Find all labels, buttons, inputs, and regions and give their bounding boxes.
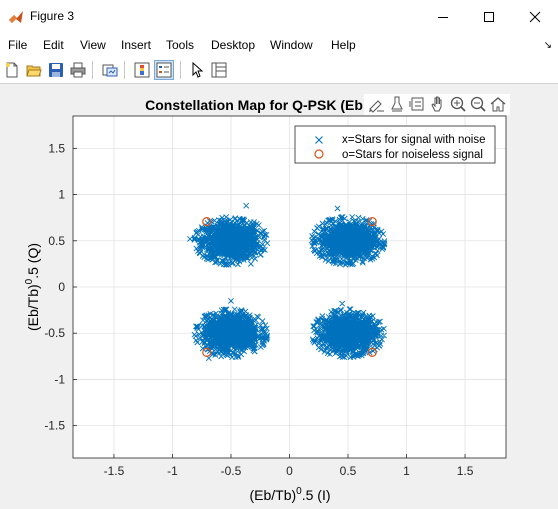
- minimize-button[interactable]: [420, 0, 466, 33]
- menu-insert[interactable]: Insert: [121, 38, 152, 52]
- axes-toolbar: [364, 94, 510, 115]
- legend-entry-noiseless: o=Stars for noiseless signal: [342, 149, 483, 161]
- pointer-button[interactable]: [187, 60, 207, 80]
- property-inspector-button[interactable]: [209, 60, 229, 80]
- noisy-signal-markers: [187, 202, 388, 362]
- legend-marker-noise: [315, 136, 323, 144]
- x-tick-label: -0.5: [221, 464, 242, 478]
- x-tick-label: 1: [403, 464, 410, 478]
- axis-ticks: -1.5 -1 -0.5 0 0.5 1 1.5 -1.5 -1 -0.5 0 0.5 1 1.5: [44, 141, 473, 478]
- maximize-icon: [484, 11, 494, 22]
- chart-title: Constellation Map for Q-PSK (Eb: [145, 97, 363, 113]
- menu-edit[interactable]: Edit: [43, 38, 64, 52]
- grid-lines: [73, 116, 506, 458]
- menu-tools[interactable]: Tools: [166, 38, 195, 52]
- brush-icon[interactable]: [369, 100, 384, 113]
- open-file-button[interactable]: [24, 60, 44, 80]
- maximize-button[interactable]: [466, 0, 512, 33]
- y-tick-label: 0: [58, 280, 65, 294]
- property-inspector-icon: [211, 62, 227, 78]
- new-figure-icon: [6, 62, 18, 78]
- noiseless-point: [202, 347, 212, 357]
- dock-arrow-icon[interactable]: ↘: [543, 40, 552, 51]
- y-tick-label: 1: [58, 188, 65, 202]
- legend-entry-noise: x=Stars for signal with noise: [342, 134, 486, 146]
- pan-icon[interactable]: [431, 96, 442, 112]
- link-plot-icon: [102, 64, 118, 77]
- insert-colorbar-icon: [134, 62, 150, 78]
- matlab-logo-icon: [9, 11, 23, 23]
- close-button[interactable]: [512, 0, 558, 33]
- home-icon[interactable]: [490, 97, 506, 112]
- menu-help[interactable]: Help: [331, 38, 356, 52]
- y-tick-label: -0.5: [44, 326, 65, 340]
- save-icon: [49, 63, 63, 77]
- y-tick-label: 1.5: [48, 141, 65, 155]
- legend-x-mark: [315, 136, 323, 144]
- x-tick-label: 0: [286, 464, 293, 478]
- zoom-out-icon[interactable]: [470, 96, 486, 112]
- figure-canvas: -1.5 -1 -0.5 0 0.5 1 1.5 -1.5 -1 -0.5 0 0.5 1 1.5 Con…: [0, 84, 558, 504]
- noiseless-point: [202, 217, 212, 227]
- open-file-icon: [26, 65, 42, 77]
- insert-legend-icon: [156, 62, 172, 78]
- data-points: [187, 202, 388, 362]
- menu-window[interactable]: Window: [270, 38, 313, 52]
- legend[interactable]: x=Stars for signal with noise o=Stars fo…: [294, 125, 496, 164]
- toolbar-separator: [180, 61, 181, 79]
- toolbar-separator: [124, 61, 125, 79]
- noiseless-point: [367, 347, 377, 357]
- y-tick-label: -1: [54, 372, 65, 386]
- print-button[interactable]: [68, 60, 88, 80]
- y-tick-label: 0.5: [48, 234, 65, 248]
- rotate-icon[interactable]: [409, 97, 424, 111]
- x-tick-label: 0.5: [340, 464, 357, 478]
- insert-colorbar-button[interactable]: [132, 60, 152, 80]
- y-axis-label: (Eb/Tb)0.5 (Q): [24, 243, 41, 331]
- title-bar: Figure 3: [0, 0, 558, 33]
- noiseless-point: [367, 217, 377, 227]
- x-tick-label: -1.5: [104, 464, 125, 478]
- new-figure-button[interactable]: [2, 60, 22, 80]
- window-title: Figure 3: [30, 9, 75, 23]
- print-icon: [70, 62, 86, 78]
- zoom-in-icon[interactable]: [450, 96, 466, 112]
- minimize-icon: [438, 16, 448, 18]
- menu-view[interactable]: View: [80, 38, 106, 52]
- x-tick-label: 1.5: [457, 464, 474, 478]
- x-axis-label: (Eb/Tb)0.5 (I): [249, 486, 330, 503]
- close-icon: [529, 11, 541, 22]
- x-tick-label: -1: [167, 464, 178, 478]
- legend-box: [294, 125, 496, 164]
- insert-legend-button[interactable]: [154, 60, 174, 80]
- noiseless-points: [202, 217, 377, 357]
- y-tick-label: -1.5: [44, 419, 65, 433]
- legend-marker-noiseless: [314, 149, 324, 159]
- constellation-plot[interactable]: -1.5 -1 -0.5 0 0.5 1 1.5 -1.5 -1 -0.5 0 0.5 1 1.5 Con…: [0, 84, 558, 504]
- toolbar-separator: [92, 61, 93, 79]
- data-tips-icon[interactable]: [391, 96, 403, 112]
- menu-bar: File Edit View Insert Tools Desktop Wind…: [0, 33, 558, 57]
- pointer-icon: [192, 62, 204, 78]
- menu-file[interactable]: File: [8, 38, 28, 52]
- menu-desktop[interactable]: Desktop: [211, 38, 256, 52]
- link-plot-button[interactable]: [100, 60, 120, 80]
- save-button[interactable]: [46, 60, 66, 80]
- figure-toolbar: [0, 57, 558, 84]
